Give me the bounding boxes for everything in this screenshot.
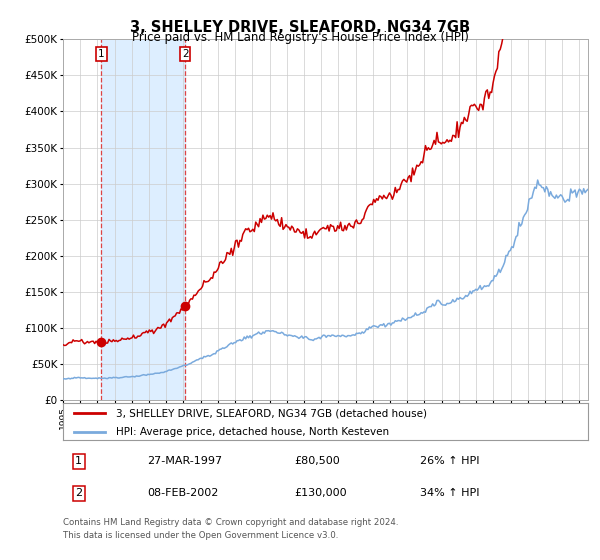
Text: 27-MAR-1997: 27-MAR-1997 [147, 456, 222, 466]
Text: 2: 2 [182, 49, 188, 59]
Text: 08-FEB-2002: 08-FEB-2002 [147, 488, 218, 498]
Text: 1: 1 [75, 456, 82, 466]
Text: 2: 2 [75, 488, 82, 498]
Text: Contains HM Land Registry data © Crown copyright and database right 2024.
This d: Contains HM Land Registry data © Crown c… [63, 518, 398, 539]
Text: 3, SHELLEY DRIVE, SLEAFORD, NG34 7GB: 3, SHELLEY DRIVE, SLEAFORD, NG34 7GB [130, 20, 470, 35]
Bar [101, 39, 185, 400]
Text: Price paid vs. HM Land Registry's House Price Index (HPI): Price paid vs. HM Land Registry's House … [131, 31, 469, 44]
Text: 34% ↑ HPI: 34% ↑ HPI [420, 488, 479, 498]
Text: 3, SHELLEY DRIVE, SLEAFORD, NG34 7GB (detached house): 3, SHELLEY DRIVE, SLEAFORD, NG34 7GB (de… [115, 408, 427, 418]
Text: £80,500: £80,500 [294, 456, 340, 466]
Text: HPI: Average price, detached house, North Kesteven: HPI: Average price, detached house, Nort… [115, 427, 389, 437]
Text: 1: 1 [98, 49, 104, 59]
Text: 26% ↑ HPI: 26% ↑ HPI [420, 456, 479, 466]
Text: £130,000: £130,000 [294, 488, 347, 498]
